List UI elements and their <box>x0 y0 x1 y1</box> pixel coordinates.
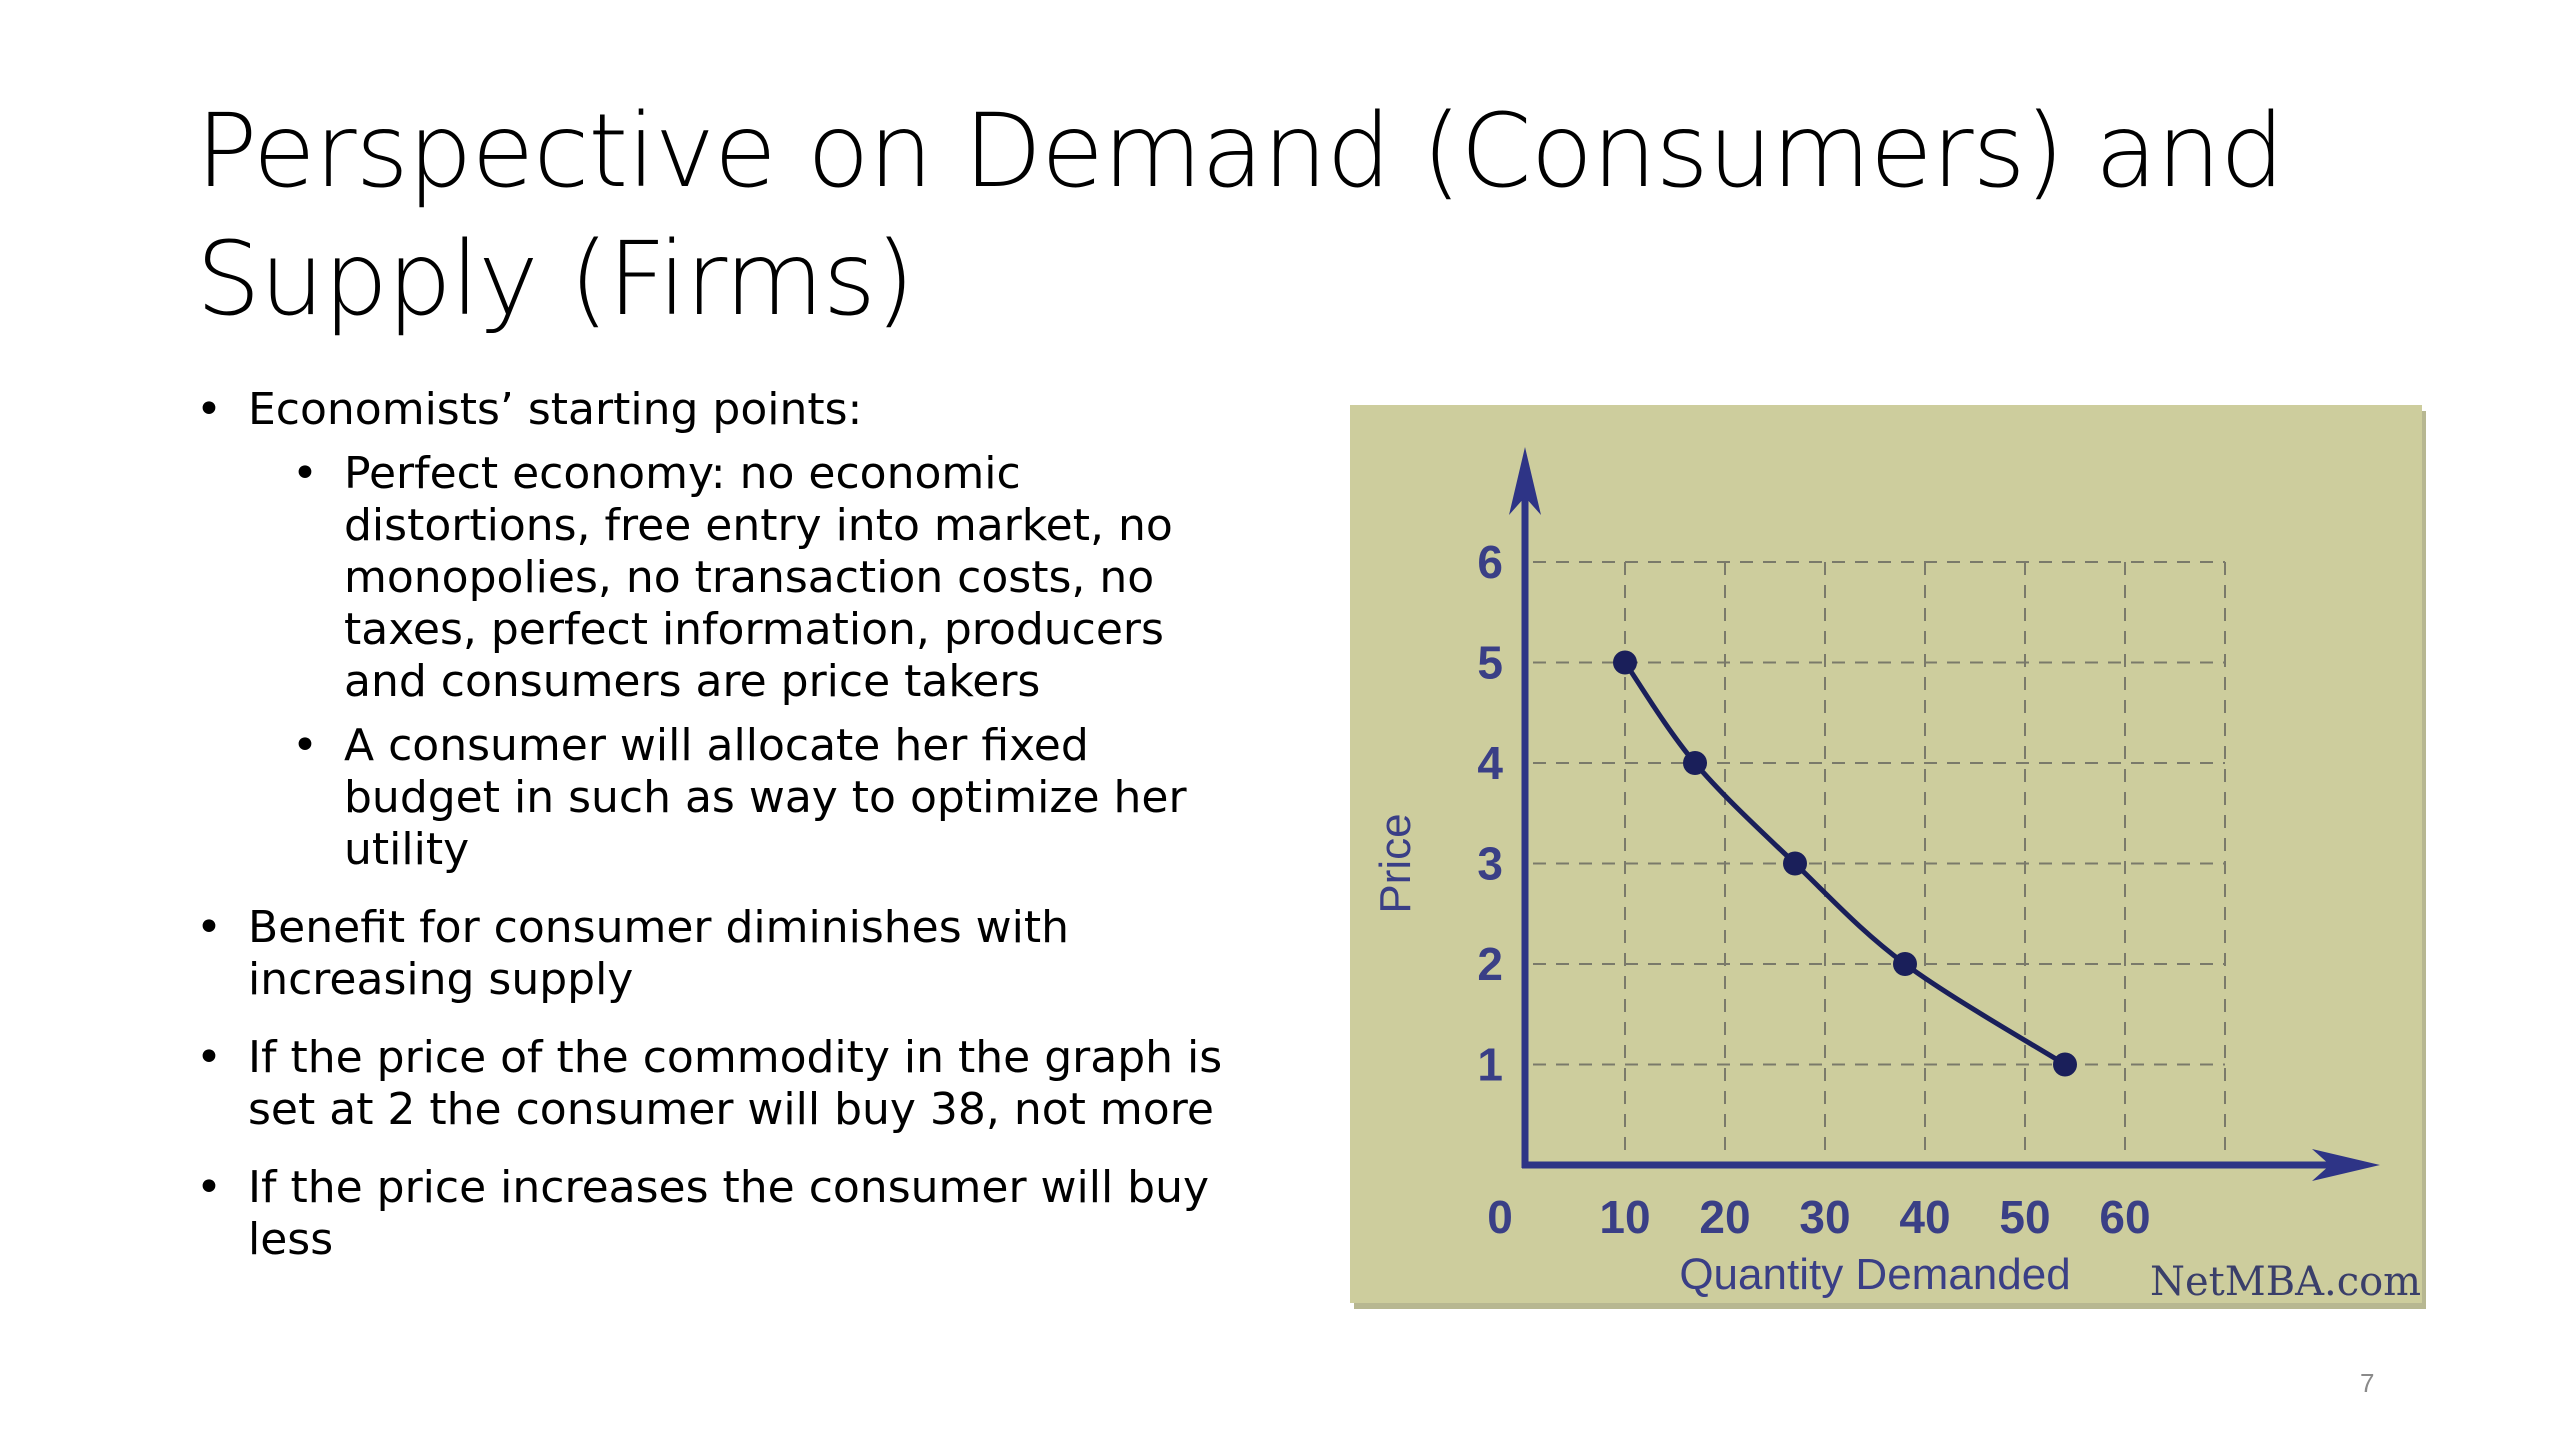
y-axis-arrowhead <box>1509 447 1541 515</box>
x-tick-label: 30 <box>1799 1191 1850 1243</box>
x-tick-label: 20 <box>1699 1191 1750 1243</box>
y-tick-label: 6 <box>1477 536 1503 588</box>
bullet-price-increase: If the price increases the consumer will… <box>196 1162 1256 1266</box>
data-point <box>1893 952 1917 976</box>
x-axis-arrowhead <box>2312 1149 2380 1181</box>
x-tick-label: 40 <box>1899 1191 1950 1243</box>
x-tick-label: 10 <box>1599 1191 1650 1243</box>
page-number: 7 <box>2360 1368 2375 1398</box>
bullet-diminishing-benefit: Benefit for consumer diminishes with inc… <box>196 902 1256 1006</box>
y-tick-label: 4 <box>1477 737 1503 789</box>
origin-label: 0 <box>1487 1191 1513 1243</box>
data-point <box>2053 1052 2077 1077</box>
bullet-price-example: If the price of the commodity in the gra… <box>196 1032 1256 1136</box>
axes <box>1509 447 2380 1181</box>
sub-bullet-consumer-budget: A consumer will allocate her fixed budge… <box>292 720 1256 876</box>
bullet-list: Economists’ starting points: Perfect eco… <box>196 384 1256 1266</box>
y-tick-label: 1 <box>1477 1039 1503 1091</box>
data-point <box>1783 851 1807 876</box>
sub-bullet-perfect-economy: Perfect economy: no economic distortions… <box>292 448 1256 708</box>
tick-labels: 1 2 3 4 5 6 10 20 30 40 50 60 <box>1477 536 2150 1243</box>
data-point <box>1613 650 1637 675</box>
slide-title: Perspective on Demand (Consumers) and Su… <box>196 92 2285 339</box>
y-tick-label: 5 <box>1477 637 1503 689</box>
y-tick-label: 2 <box>1477 938 1503 990</box>
data-point <box>1683 751 1707 775</box>
demand-chart-svg: 1 2 3 4 5 6 10 20 30 40 50 60 0 Quantity Demanded P… <box>1371 447 2421 1303</box>
data-points <box>1613 650 2077 1077</box>
demand-chart: 1 2 3 4 5 6 10 20 30 40 50 60 0 Quantity Demanded P… <box>1350 405 2422 1303</box>
y-axis-label: Price <box>1371 813 1420 913</box>
bullet-starting-points: Economists’ starting points: <box>196 384 1256 436</box>
x-tick-label: 60 <box>2099 1191 2150 1243</box>
source-credit: NetMBA.com <box>2150 1259 2421 1303</box>
grid-lines <box>1533 561 2226 1159</box>
y-tick-label: 3 <box>1477 838 1503 890</box>
x-axis-label: Quantity Demanded <box>1679 1250 2070 1299</box>
x-tick-label: 50 <box>1999 1191 2050 1243</box>
